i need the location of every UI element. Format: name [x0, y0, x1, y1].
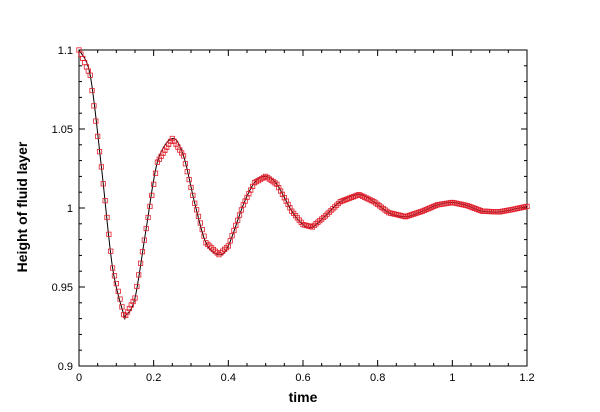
- series-marker-group: [76, 47, 530, 319]
- series-marker: [111, 273, 118, 279]
- series-marker: [227, 238, 233, 244]
- series-marker: [96, 149, 103, 155]
- series-marker: [190, 192, 196, 198]
- x-tick-label: 0.6: [295, 372, 310, 384]
- series-marker: [188, 184, 194, 191]
- series-marker: [225, 243, 231, 249]
- series-marker: [238, 207, 244, 213]
- series-marker: [134, 283, 140, 290]
- series-marker: [231, 227, 237, 234]
- series-marker: [98, 164, 104, 170]
- x-tick-label: 0: [76, 372, 82, 384]
- series-marker: [95, 133, 101, 139]
- series-marker: [137, 260, 144, 266]
- y-tick-label: 1: [67, 203, 73, 215]
- series-marker: [119, 304, 125, 310]
- series-marker: [147, 203, 153, 210]
- series-marker: [141, 237, 147, 243]
- plot-axes: [78, 49, 528, 367]
- x-tick-label: 0.8: [370, 372, 385, 384]
- series-marker: [102, 198, 108, 204]
- x-tick-label: 1: [449, 372, 455, 384]
- series-marker: [89, 87, 95, 94]
- series-marker: [91, 103, 97, 109]
- series-marker: [182, 161, 188, 167]
- series-marker: [151, 181, 157, 187]
- series-marker: [184, 169, 190, 175]
- series-marker: [192, 200, 198, 206]
- series-marker: [115, 288, 121, 294]
- series-marker: [524, 203, 530, 210]
- axis-tick-labels: 0 0.2 0.4 0.6 0.8 1 1.2 0.9 0.95 1 1.05 1.1: [52, 45, 535, 384]
- x-axis-title: time: [289, 389, 318, 405]
- series-marker: [100, 181, 106, 187]
- series-marker: [132, 295, 138, 301]
- y-axis-title: Height of fluid layer: [14, 141, 30, 272]
- series-marker: [113, 280, 119, 287]
- series-marker: [233, 222, 239, 228]
- series-marker: [201, 233, 207, 239]
- x-tick-label: 1.2: [519, 372, 534, 384]
- axis-ticks: [78, 49, 528, 367]
- series-marker: [87, 72, 93, 78]
- y-tick-label: 1.05: [52, 124, 73, 136]
- y-tick-label: 1.1: [58, 45, 73, 57]
- series-marker: [104, 214, 110, 221]
- series-marker: [152, 170, 159, 176]
- series-marker: [186, 176, 192, 183]
- series-marker: [235, 217, 241, 223]
- series-marker: [229, 233, 235, 239]
- series-line-group: [78, 49, 528, 320]
- series-marker: [110, 265, 116, 271]
- series-marker: [108, 248, 114, 254]
- y-tick-label: 0.9: [58, 361, 73, 373]
- series-marker: [106, 231, 112, 237]
- series-marker: [195, 213, 202, 220]
- series-marker: [139, 249, 146, 255]
- x-tick-label: 0.4: [221, 372, 236, 384]
- plot-frame: [78, 49, 528, 367]
- series-marker: [236, 212, 243, 218]
- series-marker: [180, 153, 187, 159]
- series-marker: [199, 226, 205, 233]
- series-marker: [193, 207, 200, 213]
- series-marker: [149, 192, 155, 198]
- y-tick-label: 0.95: [52, 282, 73, 294]
- series-marker: [145, 214, 151, 221]
- series-marker: [197, 220, 203, 226]
- series-marker: [136, 272, 142, 278]
- series-marker: [93, 118, 99, 124]
- series-line: [78, 49, 528, 320]
- series-marker: [143, 225, 149, 232]
- series-marker: [117, 296, 123, 302]
- x-tick-label: 0.2: [146, 372, 161, 384]
